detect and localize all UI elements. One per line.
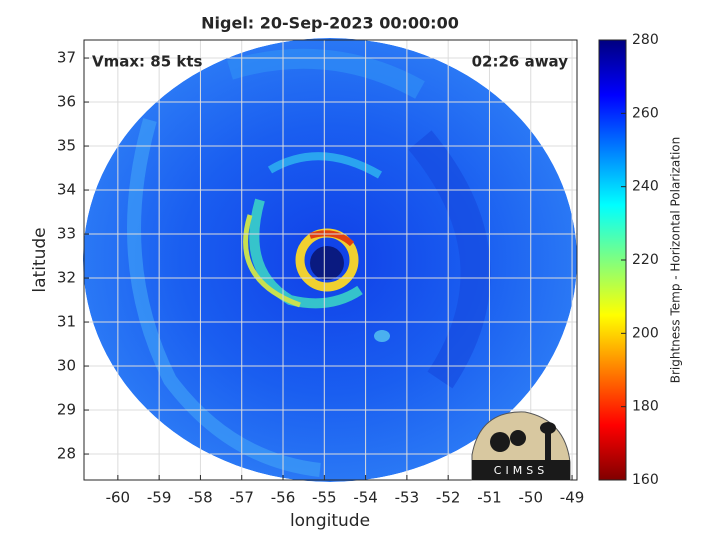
- y-tick-label: 37: [57, 49, 76, 67]
- y-tick-label: 29: [57, 401, 76, 419]
- colorbar-tick-label: 200: [632, 325, 659, 341]
- colorbar-tick-label: 260: [632, 105, 659, 121]
- logo-text: CIMSS: [494, 464, 548, 477]
- colorbar-tick-label: 220: [632, 252, 659, 268]
- y-tick-label: 34: [57, 181, 76, 199]
- x-tick-label: -56: [271, 489, 296, 507]
- x-tick-label: -53: [395, 489, 420, 507]
- annotation: 02:26 away: [472, 53, 569, 71]
- annotation: Vmax: 85 kts: [92, 53, 202, 71]
- y-tick-label: 30: [57, 357, 76, 375]
- x-axis-label: longitude: [290, 511, 370, 531]
- x-tick-label: -51: [477, 489, 502, 507]
- x-tick-label: -52: [436, 489, 461, 507]
- x-tick-label: -55: [312, 489, 337, 507]
- x-tick-label: -57: [229, 489, 254, 507]
- y-axis-label: latitude: [30, 227, 50, 292]
- x-tick-label: -54: [353, 489, 378, 507]
- colorbar-axis: 160 180 200 220 240 260 280: [621, 32, 659, 488]
- y-tick-label: 35: [57, 137, 76, 155]
- colorbar-tick-label: 180: [632, 399, 659, 415]
- y-tick-label: 36: [57, 93, 76, 111]
- x-tick-label: -49: [560, 489, 585, 507]
- colorbar-label: Brightness Temp - Horizontal Polarizatio…: [669, 137, 683, 384]
- axes: -60 -59 -58 -57 -56 -55 -54 -53 -52 -51 -50 -49 28 29…: [57, 40, 584, 507]
- x-tick-label: -58: [188, 489, 213, 507]
- y-tick-label: 33: [57, 225, 76, 243]
- colorbar-tick-label: 240: [632, 179, 659, 195]
- x-tick-label: -60: [106, 489, 131, 507]
- chart-title: Nigel: 20-Sep-2023 00:00:00: [201, 14, 459, 33]
- y-tick-label: 28: [57, 445, 76, 463]
- plot-frame: [83, 39, 578, 481]
- logo: CIMSS: [471, 411, 571, 481]
- y-tick-label: 31: [57, 313, 76, 331]
- x-tick-label: -59: [147, 489, 172, 507]
- colorbar-tick-label: 280: [632, 32, 659, 48]
- colorbar-tick-label: 160: [632, 472, 659, 488]
- x-tick-label: -50: [519, 489, 544, 507]
- imagery: [83, 38, 577, 482]
- y-tick-label: 32: [57, 269, 76, 287]
